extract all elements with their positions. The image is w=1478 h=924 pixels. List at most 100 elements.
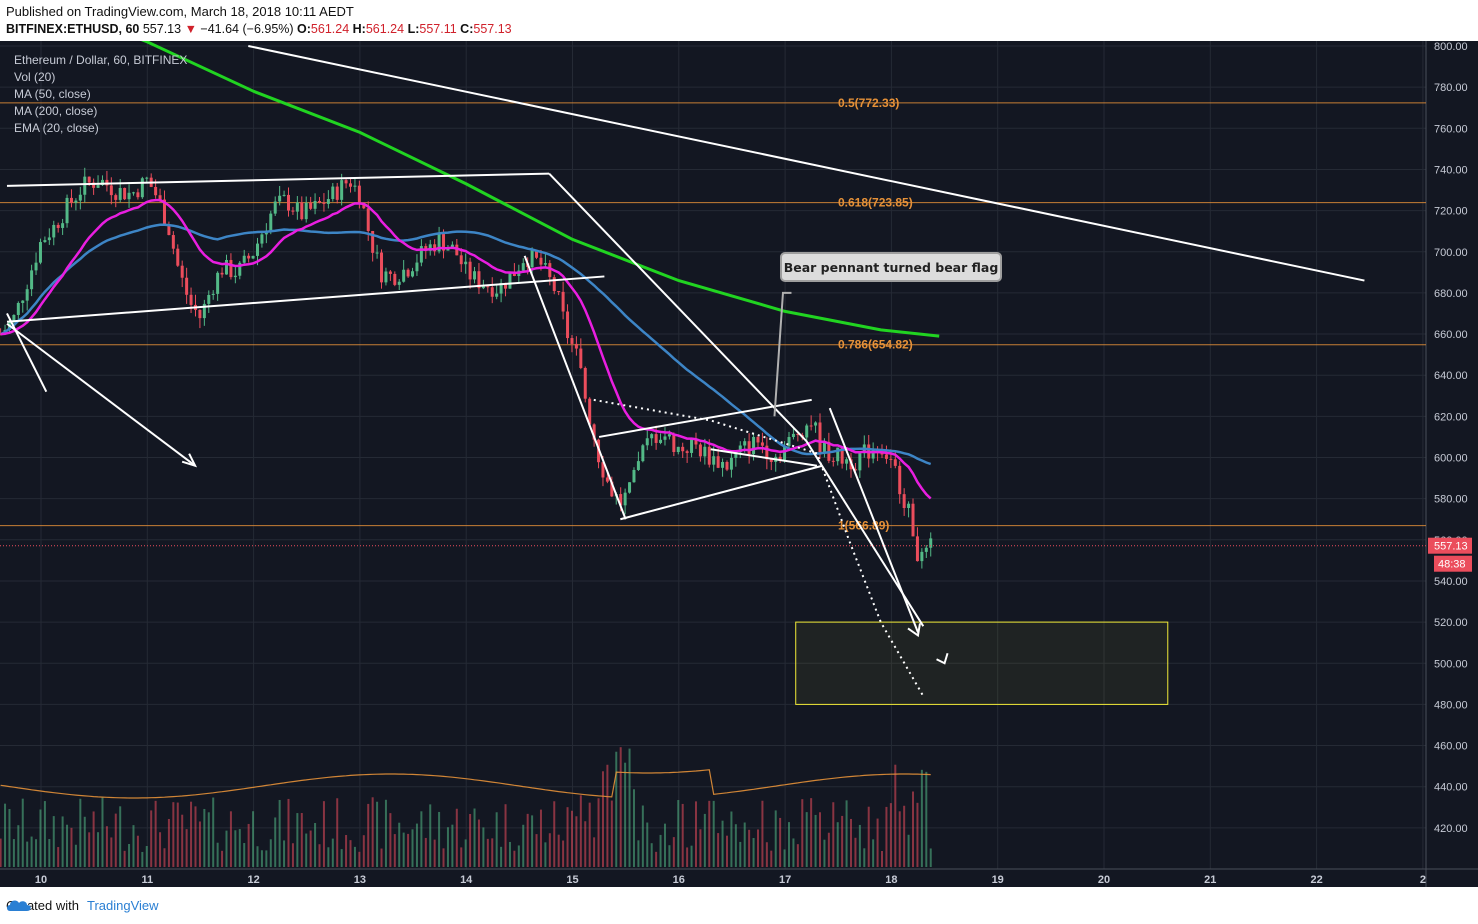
volume-bar xyxy=(717,833,720,867)
symbol-quote-line: BITFINEX:ETHUSD, 60 557.13 ▼ −41.64 (−6.… xyxy=(6,22,512,36)
candle-body xyxy=(127,192,131,200)
candle-body xyxy=(871,450,875,459)
price-change: −41.64 (−6.95%) xyxy=(200,22,294,36)
candle-body xyxy=(654,434,658,443)
candle-body xyxy=(78,194,82,201)
candle-body xyxy=(384,271,388,283)
candle-body xyxy=(335,186,339,200)
volume-bar xyxy=(203,808,206,867)
candle-body xyxy=(583,367,587,399)
volume-bar xyxy=(517,845,520,867)
volume-bar xyxy=(83,816,86,867)
candle-body xyxy=(641,445,645,462)
volume-bar xyxy=(256,846,259,867)
volume-bar xyxy=(796,844,799,867)
y-tick-label: 540.00 xyxy=(1434,576,1468,588)
candle-body xyxy=(623,492,627,506)
volume-bar xyxy=(455,808,458,867)
candle-body xyxy=(605,477,609,482)
volume-bar xyxy=(699,829,702,867)
candle-body xyxy=(393,273,397,285)
volume-bar xyxy=(819,812,822,867)
candle-body xyxy=(154,186,158,196)
candle-body xyxy=(632,469,636,483)
volume-bar xyxy=(92,811,95,867)
candle-body xyxy=(442,234,446,251)
left-arrow-short xyxy=(6,313,48,393)
candle-body xyxy=(30,270,34,290)
volume-bar xyxy=(650,843,653,867)
ma200-line xyxy=(140,41,940,338)
y-tick-label: 740.00 xyxy=(1434,164,1468,176)
volume-bar xyxy=(451,824,454,867)
volume-bar xyxy=(810,798,813,867)
candle-body xyxy=(592,424,596,440)
legend-ma50: MA (50, close) xyxy=(14,87,91,101)
volume-bar xyxy=(17,825,20,867)
volume-bar xyxy=(420,811,423,867)
price-chart-svg[interactable]: 800.00 780.00 760.00 740.00 720.00 700.00 680.… xyxy=(0,41,1478,887)
candle-body xyxy=(911,503,915,537)
volume-bar xyxy=(770,850,773,867)
candle-body xyxy=(34,262,38,271)
candle-body xyxy=(889,458,893,460)
volume-bar xyxy=(150,810,153,867)
candle-body xyxy=(118,187,122,200)
volume-bar xyxy=(353,846,356,867)
candle-body xyxy=(269,213,273,231)
candle-body xyxy=(535,250,539,258)
x-tick-label: 15 xyxy=(566,874,578,886)
candle-body xyxy=(278,195,282,202)
candle-body xyxy=(340,180,344,200)
candle-body xyxy=(486,286,490,288)
volume-bar xyxy=(610,800,613,867)
volume-bar xyxy=(362,835,365,867)
candle-body xyxy=(787,437,791,447)
candle-body xyxy=(247,255,251,259)
candle-body xyxy=(694,439,698,445)
y-tick-label: 780.00 xyxy=(1434,82,1468,94)
candle-body xyxy=(845,459,849,464)
volume-bar xyxy=(562,840,565,867)
volume-bar xyxy=(929,848,932,867)
volume-bar xyxy=(243,843,246,867)
breakdown-line-upper xyxy=(548,172,808,442)
volume-bar xyxy=(823,839,826,867)
candle-body xyxy=(610,481,614,497)
volume-bar xyxy=(207,812,210,867)
candle-body xyxy=(397,281,401,285)
chart-area[interactable]: 800.00 780.00 760.00 740.00 720.00 700.00 680.… xyxy=(0,41,1478,887)
volume-bar xyxy=(756,829,759,867)
volume-bar xyxy=(477,819,480,867)
volume-bar xyxy=(606,764,609,867)
candle-body xyxy=(672,434,676,453)
candle-body xyxy=(778,456,782,460)
candle-body xyxy=(136,192,140,198)
candle-body xyxy=(375,252,379,254)
candle-body xyxy=(415,262,419,272)
volume-bar xyxy=(907,834,910,867)
volume-bar xyxy=(694,801,697,867)
candle-body xyxy=(12,314,16,322)
volume-bar xyxy=(252,811,255,867)
volume-bar xyxy=(632,789,635,867)
y-tick-label: 640.00 xyxy=(1434,370,1468,382)
tradingview-brand-link[interactable]: TradingView xyxy=(86,898,159,913)
x-tick-label: 14 xyxy=(460,874,473,886)
volume-bar xyxy=(832,802,835,867)
volume-bar xyxy=(748,829,751,867)
candle-body xyxy=(100,179,104,186)
breakdown-line-lower xyxy=(523,255,627,520)
volume-bar xyxy=(198,821,201,867)
candle-body xyxy=(698,444,702,457)
projection-arrow-line-2 xyxy=(828,407,919,633)
volume-bar xyxy=(539,809,542,867)
candle-body xyxy=(566,311,570,339)
arrow-head-icon xyxy=(907,623,921,638)
volume-bar xyxy=(119,806,122,867)
volume-bar xyxy=(712,800,715,867)
annotation-callout[interactable]: Bear pennant turned bear flag xyxy=(780,252,1002,282)
volume-bar xyxy=(854,837,857,867)
volume-bar xyxy=(0,838,2,867)
high-label: H: xyxy=(352,22,366,36)
